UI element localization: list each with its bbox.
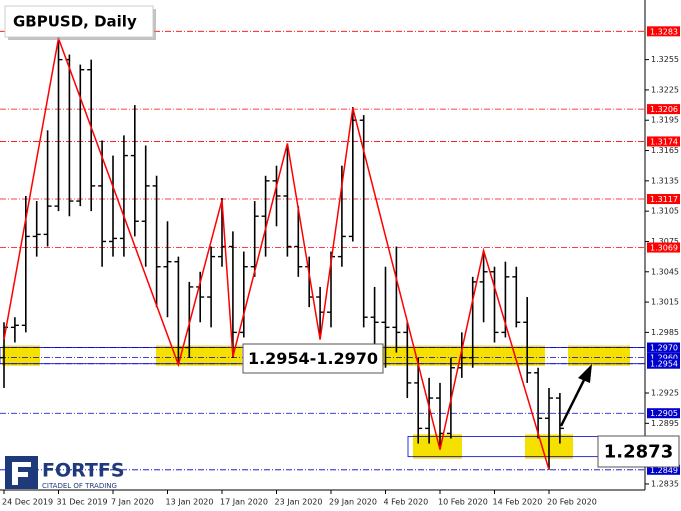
- y-tick-label: 1.2895: [651, 419, 679, 428]
- level-label-bg: [647, 242, 680, 253]
- annotation-label: 1.2954-1.2970: [248, 349, 378, 368]
- level-label: 1.3117: [650, 195, 678, 204]
- level-label: 1.3174: [650, 137, 678, 146]
- level-label-bg: [647, 194, 680, 205]
- level-label: 1.3206: [650, 105, 678, 114]
- logo-glyph: [12, 462, 31, 485]
- annotation-box: [597, 435, 680, 468]
- x-tick-label: 4 Feb 2020: [384, 498, 429, 507]
- x-tick-label: 23 Jan 2020: [275, 498, 323, 507]
- y-tick-label: 1.3075: [651, 237, 679, 246]
- title-background: [4, 5, 154, 38]
- logo-name: FORTFS: [42, 460, 125, 482]
- y-tick-label: 1.3255: [651, 55, 679, 64]
- level-label-bg: [647, 408, 680, 419]
- level-label: 1.2849: [650, 466, 678, 475]
- level-label: 1.2960: [650, 354, 678, 363]
- arrow: [559, 364, 592, 427]
- y-tick-label: 1.3225: [651, 85, 679, 94]
- x-tick-label: 31 Dec 2019: [57, 498, 108, 507]
- annotation-box: [242, 343, 384, 374]
- y-tick-label: 1.3195: [651, 116, 679, 125]
- logo: FORTFS CITADEL OF TRADING: [5, 456, 125, 490]
- x-tick-label: 17 Jan 2020: [220, 498, 268, 507]
- arrow-shaft: [559, 377, 587, 427]
- level-label-bg: [647, 136, 680, 147]
- x-tick-label: 13 Jan 2020: [166, 498, 214, 507]
- x-tick-label: 20 Feb 2020: [547, 498, 597, 507]
- level-label-bg: [647, 26, 680, 37]
- level-label-bg: [647, 104, 680, 115]
- annotation-label: 1.2873: [604, 442, 673, 463]
- y-tick-label: 1.3165: [651, 146, 679, 155]
- x-tick-label: 24 Dec 2019: [2, 498, 53, 507]
- level-label: 1.2905: [650, 409, 678, 418]
- plot-area: [0, 29, 646, 471]
- level-label: 1.3069: [650, 244, 678, 253]
- x-tick-label: 10 Feb 2020: [438, 498, 488, 507]
- zigzag: [3, 35, 550, 471]
- y-tick-label: 1.3045: [651, 267, 679, 276]
- chart-title: GBPUSD, Daily: [13, 13, 137, 31]
- zone: [156, 345, 242, 366]
- level-label: 1.2954: [650, 360, 678, 369]
- y-tick-label: 1.2925: [651, 389, 679, 398]
- y-tick-label: 1.3105: [651, 207, 679, 216]
- level-label-bg: [647, 358, 680, 369]
- level-label-bg: [647, 342, 680, 353]
- level-label: 1.2970: [650, 344, 678, 353]
- x-tick-label: 7 Jan 2020: [111, 498, 154, 507]
- y-tick-label: 1.3015: [651, 298, 679, 307]
- arrow-head: [578, 364, 592, 383]
- y-tick-label: 1.2985: [651, 328, 679, 337]
- y-tick-label: 1.3135: [651, 176, 679, 185]
- x-tick-label: 29 Jan 2020: [329, 498, 377, 507]
- level-label: 1.3283: [650, 27, 678, 36]
- y-tick-label: 1.2835: [651, 479, 679, 488]
- x-tick-label: 14 Feb 2020: [493, 498, 543, 507]
- logo-tagline: CITADEL OF TRADING: [42, 482, 117, 490]
- zone: [383, 345, 545, 366]
- level-label-bg: [647, 464, 680, 475]
- level-label-bg: [647, 352, 680, 363]
- zone: [2, 345, 40, 366]
- title-box: GBPUSD, Daily: [4, 5, 156, 40]
- zone: [568, 345, 630, 366]
